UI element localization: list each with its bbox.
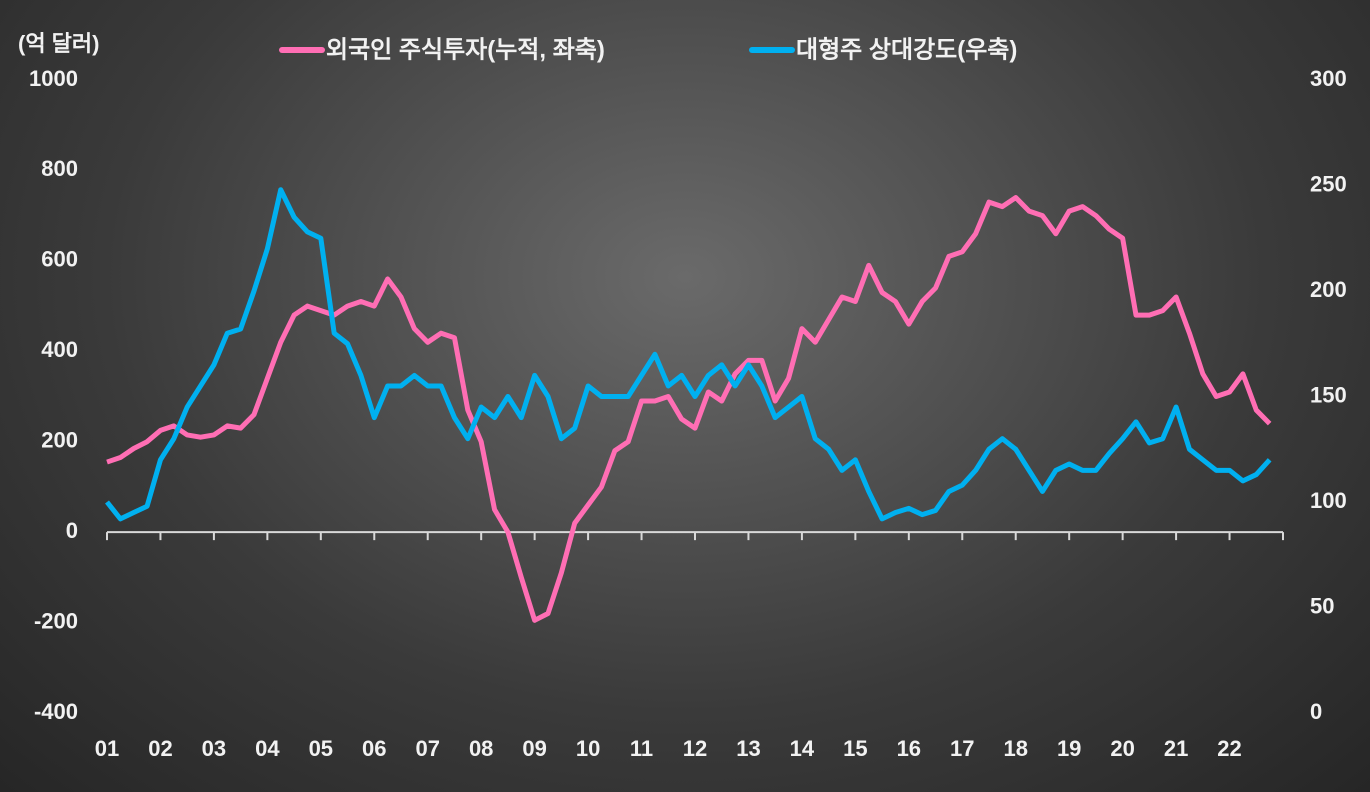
legend-label: 대형주 상대강도(우축) xyxy=(796,36,1017,63)
x-tick-label: 05 xyxy=(309,736,333,761)
x-tick-label: 12 xyxy=(683,736,707,761)
y-tick-label: 800 xyxy=(41,156,78,181)
y2-tick-label: 200 xyxy=(1310,277,1347,302)
y-axis-label: (억 달러) xyxy=(18,31,100,56)
y-tick-label: 600 xyxy=(41,247,78,272)
x-tick-label: 18 xyxy=(1003,736,1027,761)
y-tick-label: -200 xyxy=(34,608,78,633)
x-tick-label: 16 xyxy=(897,736,921,761)
y2-tick-label: 150 xyxy=(1310,382,1347,407)
x-tick-label: 22 xyxy=(1217,736,1241,761)
y-tick-label: 400 xyxy=(41,337,78,362)
y-tick-label: 0 xyxy=(66,518,78,543)
x-tick-label: 01 xyxy=(95,736,119,761)
x-tick-label: 09 xyxy=(522,736,546,761)
x-tick-label: 06 xyxy=(362,736,386,761)
x-tick-label: 02 xyxy=(148,736,172,761)
x-tick-label: 10 xyxy=(576,736,600,761)
y-tick-label: -400 xyxy=(34,699,78,724)
y2-tick-label: 300 xyxy=(1310,66,1347,91)
y2-tick-label: 0 xyxy=(1310,699,1322,724)
y2-tick-label: 100 xyxy=(1310,488,1347,513)
x-tick-label: 21 xyxy=(1164,736,1188,761)
x-tick-label: 17 xyxy=(950,736,974,761)
series-line xyxy=(105,187,1272,522)
y-tick-label: 1000 xyxy=(29,66,78,91)
x-tick-label: 19 xyxy=(1057,736,1081,761)
legend-label: 외국인 주식투자(누적, 좌축) xyxy=(326,36,605,63)
y2-tick-label: 50 xyxy=(1310,593,1334,618)
x-tick-label: 11 xyxy=(630,736,653,761)
series-line xyxy=(106,195,1272,623)
x-tick-label: 14 xyxy=(790,736,815,761)
x-tick-label: 08 xyxy=(469,736,493,761)
x-tick-label: 07 xyxy=(415,736,439,761)
x-tick-label: 13 xyxy=(736,736,760,761)
x-tick-label: 20 xyxy=(1110,736,1134,761)
x-tick-label: 15 xyxy=(843,736,867,761)
y2-tick-label: 250 xyxy=(1310,171,1347,196)
y-tick-label: 200 xyxy=(41,428,78,453)
x-tick-label: 03 xyxy=(202,736,226,761)
x-tick-label: 04 xyxy=(255,736,280,761)
